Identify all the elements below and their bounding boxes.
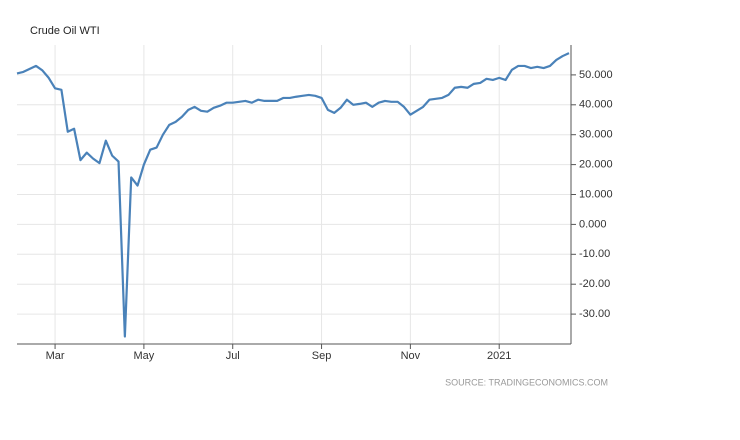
x-tick-label: Jul [226,350,240,362]
source-note: SOURCE: TRADINGECONOMICS.COM [445,377,608,387]
x-tick-label: May [134,350,155,362]
y-tick-label: 50.000 [579,69,613,81]
x-tick-label: Sep [312,350,332,362]
chart-title: Crude Oil WTI [30,25,100,37]
y-tick-label: -10.00 [579,248,610,260]
y-tick-label: 40.000 [579,99,613,111]
y-tick-label: 0.000 [579,218,607,230]
y-tick-label: -30.00 [579,308,610,320]
y-tick-label: 20.000 [579,159,613,171]
x-tick-label: 2021 [487,350,511,362]
x-tick-label: Nov [401,350,421,362]
y-tick-label: -20.00 [579,278,610,290]
y-tick-label: 30.000 [579,129,613,141]
y-tick-label: 10.000 [579,188,613,200]
x-tick-label: Mar [46,350,65,362]
series-line [16,52,570,338]
